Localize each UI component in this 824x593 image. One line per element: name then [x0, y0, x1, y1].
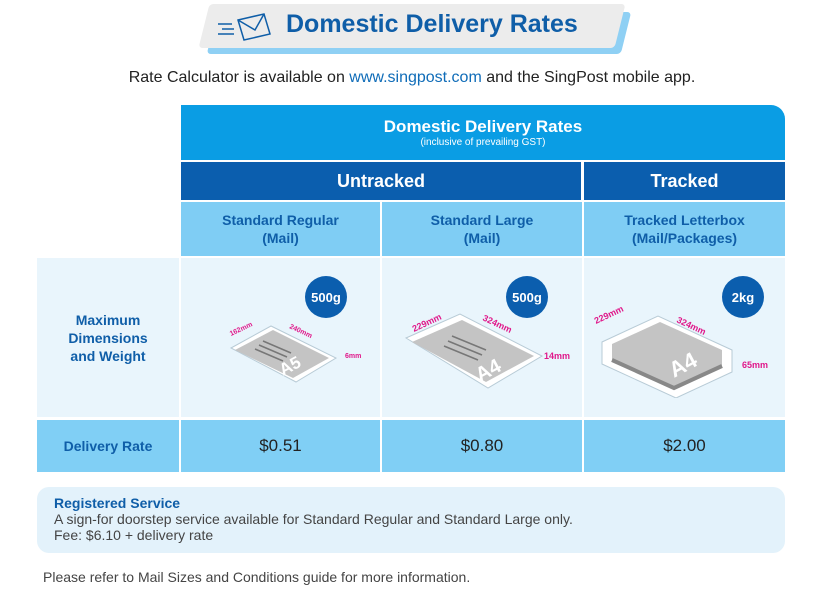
intro-before: Rate Calculator is available on: [128, 69, 350, 86]
page-title: Domestic Delivery Rates: [286, 10, 578, 38]
registered-fee: Fee: $6.10 + delivery rate: [54, 527, 214, 543]
dim-thickness: 14mm: [544, 351, 570, 361]
registered-title: Registered Service: [54, 495, 181, 511]
column-header: Tracked Letterbox (Mail/Packages): [584, 202, 785, 256]
envelope-icon: [218, 13, 271, 41]
col-type: (Mail/Packages): [631, 230, 738, 246]
label-line: and Weight: [70, 347, 146, 364]
col-name: Standard Regular: [222, 212, 339, 228]
rate-value: $0.51: [181, 420, 380, 472]
dim-thickness: 6mm: [345, 353, 361, 360]
rate-value: $0.80: [382, 420, 582, 472]
dimension-cell: 2kg A4 229mm 324mm 65mm: [584, 258, 785, 417]
row-label-dimensions: Maximum Dimensions and Weight: [37, 258, 179, 417]
registered-description: A sign-for doorstep service available fo…: [54, 511, 573, 527]
column-header: Standard Large (Mail): [382, 202, 582, 256]
label-line: Maximum: [75, 311, 141, 328]
col-type: (Mail): [463, 230, 501, 246]
table-title-text: Domestic Delivery Rates: [383, 117, 583, 136]
footer-note: Please refer to Mail Sizes and Condition…: [43, 569, 471, 585]
col-name: Standard Large: [430, 212, 534, 228]
table-subtitle: (inclusive of prevailing GST): [420, 137, 546, 148]
dim-height: 65mm: [742, 360, 768, 370]
registered-service-box: Registered Service A sign-for doorstep s…: [37, 487, 785, 553]
table-title: Domestic Delivery Rates (inclusive of pr…: [181, 105, 785, 160]
a4-envelope-illustration: A4 229mm 324mm 14mm: [404, 312, 570, 389]
group-untracked: Untracked: [181, 162, 581, 200]
intro-after: and the SingPost mobile app.: [481, 69, 696, 86]
label-line: Dimensions: [68, 329, 148, 346]
dimension-cell: 500g A5 162mm 240mm 6mm: [181, 258, 380, 417]
singpost-link[interactable]: www.singpost.com: [349, 69, 482, 86]
dim-width: 229mm: [593, 304, 625, 326]
dim-width: 162mm: [229, 321, 254, 338]
a4-package-illustration: A4 229mm 324mm 65mm: [593, 304, 768, 398]
intro-text: Rate Calculator is available on www.sing…: [0, 69, 824, 87]
weight-badge: 500g: [506, 276, 548, 318]
row-label-rate: Delivery Rate: [37, 420, 179, 472]
rate-value: $2.00: [584, 420, 785, 472]
weight-badge: 2kg: [722, 276, 764, 318]
a5-envelope-illustration: A5 162mm 240mm 6mm: [229, 321, 361, 383]
group-tracked: Tracked: [584, 162, 785, 200]
column-header: Standard Regular (Mail): [181, 202, 380, 256]
col-name: Tracked Letterbox: [624, 212, 745, 228]
weight-badge: 500g: [305, 276, 347, 318]
col-type: (Mail): [262, 230, 299, 246]
dimension-cell: 500g A4 229mm 324mm 14mm: [382, 258, 582, 417]
